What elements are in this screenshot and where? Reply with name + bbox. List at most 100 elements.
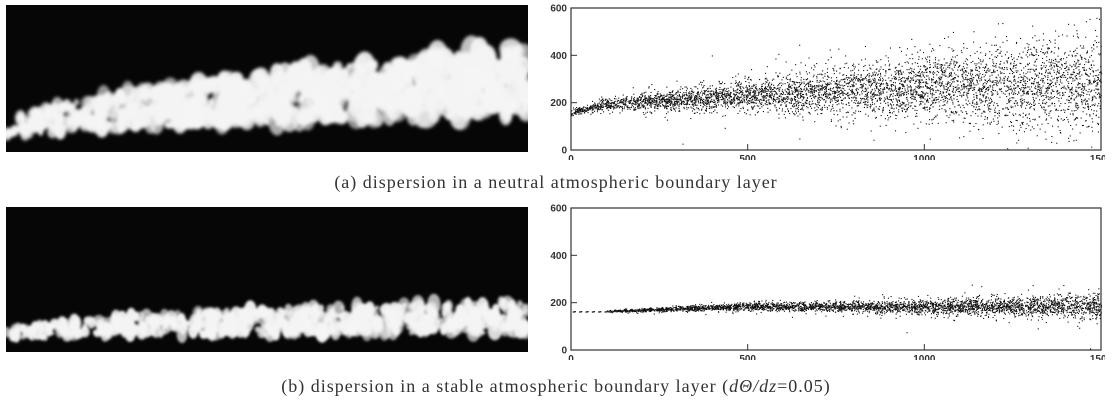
particle-point xyxy=(1091,67,1093,69)
particle-point xyxy=(817,97,819,99)
particle-point xyxy=(996,85,998,87)
particle-point xyxy=(781,85,783,87)
particle-point xyxy=(689,98,691,100)
particle-point xyxy=(673,103,675,105)
particle-point xyxy=(825,100,827,102)
particle-point xyxy=(882,77,884,79)
particle-point xyxy=(855,83,857,85)
particle-point xyxy=(976,69,978,71)
particle-point xyxy=(774,94,776,96)
particle-point xyxy=(686,106,688,108)
particle-point xyxy=(609,105,611,107)
particle-point xyxy=(1042,102,1044,104)
particle-point xyxy=(1058,48,1060,50)
particle-point xyxy=(1027,92,1029,94)
particle-point xyxy=(650,97,652,99)
particle-point xyxy=(1077,108,1079,110)
particle-point xyxy=(748,77,750,79)
particle-point xyxy=(637,100,639,102)
particle-point xyxy=(580,111,582,113)
particle-point xyxy=(1066,65,1068,67)
particle-point xyxy=(749,87,751,89)
particle-point xyxy=(730,86,732,88)
particle-point xyxy=(922,92,924,94)
particle-point xyxy=(1014,60,1016,62)
particle-point xyxy=(857,80,859,82)
particle-point xyxy=(675,107,677,109)
particle-point xyxy=(934,97,936,99)
particle-point xyxy=(970,82,972,84)
particle-point xyxy=(797,111,799,113)
particle-point xyxy=(678,101,680,103)
particle-point xyxy=(997,105,999,107)
particle-point xyxy=(958,90,960,92)
particle-point xyxy=(919,74,921,76)
particle-point xyxy=(777,87,779,89)
particle-point xyxy=(751,107,753,109)
particle-point xyxy=(878,79,880,81)
particle-point xyxy=(763,95,765,97)
particle-point xyxy=(874,74,876,76)
particle-point xyxy=(1013,65,1015,67)
particle-point xyxy=(1075,124,1077,126)
plume-photograph-a xyxy=(6,5,528,152)
particle-point xyxy=(849,94,851,96)
particle-point xyxy=(651,103,653,105)
particle-point xyxy=(807,97,809,99)
particle-point xyxy=(1022,121,1024,123)
particle-point xyxy=(715,96,717,98)
particle-point xyxy=(985,63,987,65)
particle-point xyxy=(1037,82,1039,84)
particle-point xyxy=(652,98,654,100)
plume-speck xyxy=(47,125,58,139)
particle-point xyxy=(1003,62,1005,64)
particle-point xyxy=(923,81,925,83)
particle-point xyxy=(910,77,912,79)
particle-point xyxy=(1064,111,1066,113)
particle-point xyxy=(680,96,682,98)
particle-point xyxy=(948,47,950,49)
particle-point xyxy=(1008,88,1010,90)
particle-point xyxy=(915,105,917,107)
particle-point xyxy=(1007,114,1009,116)
particle-point xyxy=(1089,115,1091,117)
particle-point xyxy=(862,84,864,86)
particle-point xyxy=(938,90,940,92)
particle-point xyxy=(816,75,818,77)
particle-point xyxy=(973,41,975,43)
particle-point xyxy=(745,91,747,93)
particle-point xyxy=(756,97,758,99)
particle-point xyxy=(1069,113,1071,115)
particle-point xyxy=(1010,121,1012,123)
particle-point xyxy=(600,104,602,106)
particle-point xyxy=(762,90,764,92)
particle-point xyxy=(1069,91,1071,93)
particle-point xyxy=(997,120,999,122)
particle-point xyxy=(1021,69,1023,71)
particle-point xyxy=(1077,105,1079,107)
particle-point xyxy=(874,79,876,81)
particle-point xyxy=(740,90,742,92)
particle-point xyxy=(1068,100,1070,102)
particle-point xyxy=(597,103,599,105)
particle-point xyxy=(1027,92,1029,94)
particle-point xyxy=(912,91,914,93)
particle-point xyxy=(1036,58,1038,60)
particle-point xyxy=(745,98,747,100)
particle-point xyxy=(664,99,666,101)
particle-point xyxy=(987,106,989,108)
particle-point xyxy=(864,58,866,60)
particle-point xyxy=(1047,75,1049,77)
particle-point xyxy=(919,101,921,103)
particle-point xyxy=(752,106,754,108)
particle-point xyxy=(1038,72,1040,74)
particle-point xyxy=(904,88,906,90)
particle-point xyxy=(1023,80,1025,82)
particle-point xyxy=(642,104,644,106)
particle-point xyxy=(940,64,942,66)
particle-point xyxy=(944,109,946,111)
particle-point xyxy=(927,98,929,100)
particle-point xyxy=(843,74,845,76)
particle-point xyxy=(609,99,611,101)
particle-point xyxy=(754,105,756,107)
